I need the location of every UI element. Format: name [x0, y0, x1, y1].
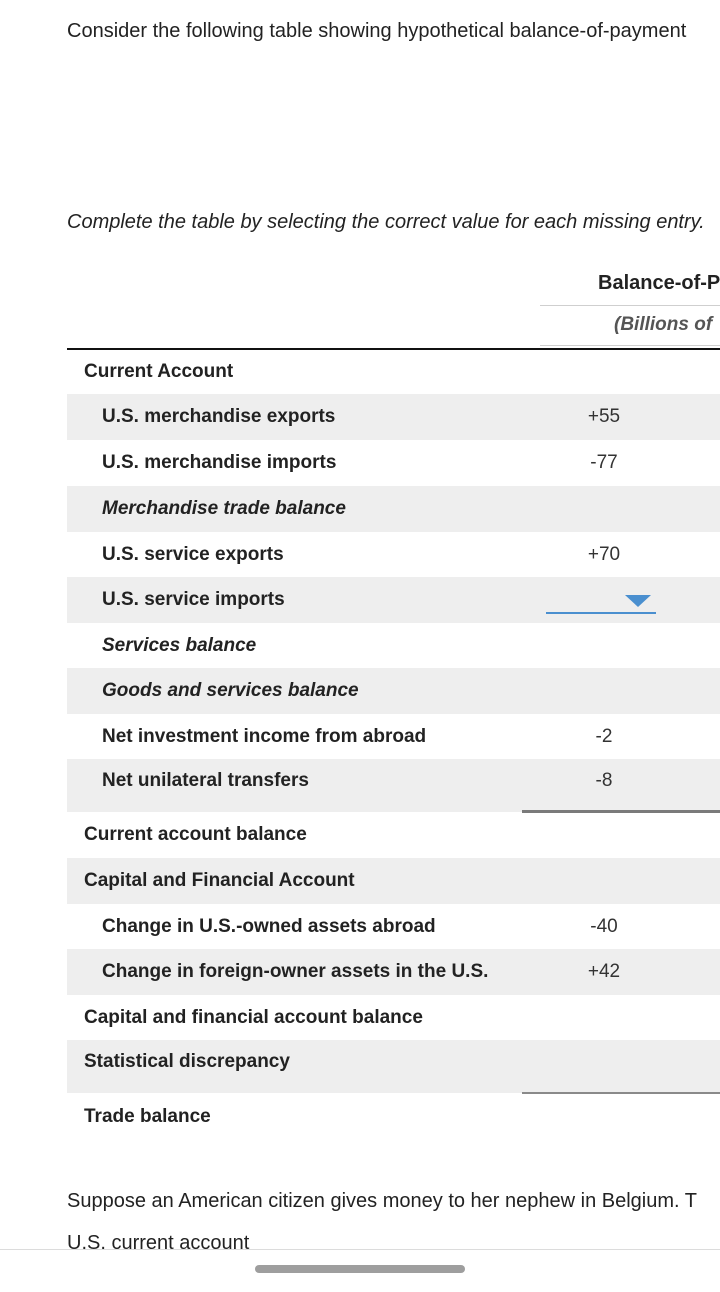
row-label: Trade balance: [84, 1105, 211, 1127]
row-value: -8: [595, 770, 613, 791]
row-value: +70: [587, 543, 621, 565]
table-row-services-balance: Services balance: [67, 623, 720, 668]
table-row-net-investment-income: Net investment income from abroad -2: [67, 714, 720, 759]
table-row-current-account: Current Account: [67, 350, 720, 394]
home-indicator[interactable]: [255, 1265, 465, 1273]
table-row-capital-financial-account: Capital and Financial Account: [67, 858, 720, 904]
row-value: +55: [587, 406, 621, 427]
instruction-text: Complete the table by selecting the corr…: [67, 211, 705, 233]
select-underline: [546, 612, 656, 614]
table-row-us-owned-assets: Change in U.S.-owned assets abroad -40: [67, 904, 720, 949]
table-row-net-unilateral-transfers: Net unilateral transfers -8: [67, 759, 720, 812]
table-row-goods-services-balance: Goods and services balance: [67, 668, 720, 714]
table-row-merchandise-imports: U.S. merchandise imports -77: [67, 440, 720, 486]
row-label: U.S. merchandise imports: [102, 452, 337, 473]
table-header-subtitle: (Billions of: [614, 314, 713, 335]
row-value: -40: [590, 915, 618, 937]
table-row-merchandise-trade-balance: Merchandise trade balance: [67, 486, 720, 532]
question-text: Suppose an American citizen gives money …: [67, 1190, 697, 1212]
sum-rule: [522, 1092, 720, 1094]
row-label: Net unilateral transfers: [102, 770, 309, 791]
row-value: -2: [595, 725, 613, 747]
row-label: Net investment income from abroad: [102, 725, 427, 747]
row-label: Merchandise trade balance: [102, 498, 346, 519]
row-label: Current account balance: [84, 824, 307, 845]
chevron-down-icon[interactable]: [625, 595, 651, 607]
row-label: Change in foreign-owner assets in the U.…: [102, 961, 489, 982]
row-label: Statistical discrepancy: [84, 1051, 290, 1072]
intro-text: Consider the following table showing hyp…: [67, 20, 687, 42]
service-imports-select[interactable]: [546, 588, 656, 614]
row-label: Capital and Financial Account: [84, 870, 355, 891]
row-label: Goods and services balance: [102, 680, 359, 701]
header-divider: [540, 305, 720, 306]
table-top-border: [67, 348, 720, 350]
row-label: Capital and financial account balance: [84, 1006, 423, 1028]
row-label: U.S. service imports: [102, 589, 285, 610]
table-row-trade-balance: Trade balance: [67, 1094, 720, 1139]
table-row-current-account-balance: Current account balance: [67, 812, 720, 858]
row-label: Current Account: [84, 361, 234, 382]
row-label: U.S. merchandise exports: [102, 406, 336, 427]
row-value: +42: [587, 961, 621, 982]
table-row-statistical-discrepancy: Statistical discrepancy: [67, 1040, 720, 1093]
question-text-continued: U.S. current account: [67, 1232, 250, 1254]
sum-rule: [522, 810, 720, 813]
header-divider: [540, 345, 720, 346]
row-label: U.S. service exports: [102, 543, 284, 565]
table-row-foreign-owned-assets: Change in foreign-owner assets in the U.…: [67, 949, 720, 995]
table-row-merchandise-exports: U.S. merchandise exports +55: [67, 394, 720, 440]
row-value: -77: [590, 452, 618, 473]
table-row-capital-financial-balance: Capital and financial account balance: [67, 995, 720, 1040]
table-row-service-exports: U.S. service exports +70: [67, 532, 720, 577]
row-label: Change in U.S.-owned assets abroad: [102, 915, 436, 937]
table-header-title: Balance-of-P: [598, 272, 720, 294]
row-label: Services balance: [102, 634, 257, 656]
table-row-service-imports: U.S. service imports: [67, 577, 720, 623]
